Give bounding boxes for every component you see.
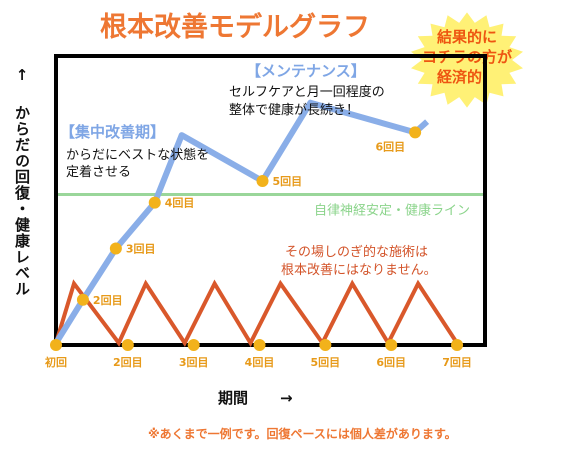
baseline-point-6	[385, 339, 398, 351]
improvement-point-label-3: 3回目	[126, 242, 156, 256]
x-tick-6: 6回目	[376, 355, 406, 369]
footnote: ※あくまで一例です。回復ペースには個人差があります。	[148, 426, 457, 441]
improvement-point-2	[76, 293, 89, 306]
x-axis-arrow: →	[280, 389, 293, 407]
baseline-point-7	[451, 339, 464, 351]
improvement-point-label-4: 4回目	[165, 196, 195, 210]
improvement-point-3	[109, 242, 122, 255]
baseline-point-2	[121, 339, 134, 351]
x-tick-labels: 初回 2回目 3回目 4回目 5回目 6回目 7回目	[45, 355, 472, 369]
x-tick-4: 4回目	[245, 355, 275, 369]
y-axis-label: からだの回復・健康レベル	[13, 105, 31, 297]
improvement-point-label-5: 5回目	[273, 174, 303, 188]
baseline-point-1	[50, 339, 62, 351]
health-reference-label: 自律神経安定・健康ライン	[314, 203, 470, 219]
phase2-line-1: セルフケアと月一回程度の	[229, 84, 385, 100]
series-markers: 2回目 3回目 4回目 5回目 6回目	[50, 126, 464, 351]
series-improvement-line	[53, 99, 430, 345]
x-tick-7: 7回目	[442, 355, 472, 369]
x-tick-2: 2回目	[113, 355, 143, 369]
phase1-line-2: 定着させる	[66, 164, 131, 180]
improvement-point-label-2: 2回目	[93, 293, 123, 307]
phase1-line-1: からだにベストな状態を	[66, 147, 209, 163]
y-axis-arrow: ↑	[16, 66, 29, 84]
x-tick-5: 5回目	[311, 355, 341, 369]
phase2-line-2: 整体で健康が長続き！	[229, 102, 359, 118]
phase1-title: 【集中改善期】	[60, 123, 165, 141]
phase2-title: 【メンテナンス】	[246, 62, 366, 80]
baseline-point-5	[319, 339, 332, 351]
badge-starburst	[411, 12, 523, 108]
warning-line-1: その場しのぎ的な施術は	[285, 244, 428, 260]
plot-frame	[54, 54, 487, 347]
series-quick-fix-line	[54, 279, 459, 348]
badge-line-3: 経済的！	[437, 68, 497, 86]
improvement-point-4	[148, 196, 161, 209]
x-tick-3: 3回目	[179, 355, 209, 369]
x-axis-label: 期間	[218, 389, 248, 407]
chart-title: 根本改善モデルグラフ	[100, 11, 370, 43]
improvement-point-label-6: 6回目	[375, 139, 405, 153]
baseline-point-4	[253, 339, 266, 351]
x-tick-1: 初回	[45, 355, 67, 369]
baseline-point-3	[187, 339, 200, 351]
improvement-point-6	[409, 126, 422, 139]
badge-line-1: 結果的に	[437, 28, 497, 46]
warning-line-2: 根本改善にはなりません。	[281, 262, 437, 278]
economy-badge: 結果的に コチラの方が 経済的！	[411, 12, 523, 108]
improvement-point-5	[256, 175, 269, 187]
